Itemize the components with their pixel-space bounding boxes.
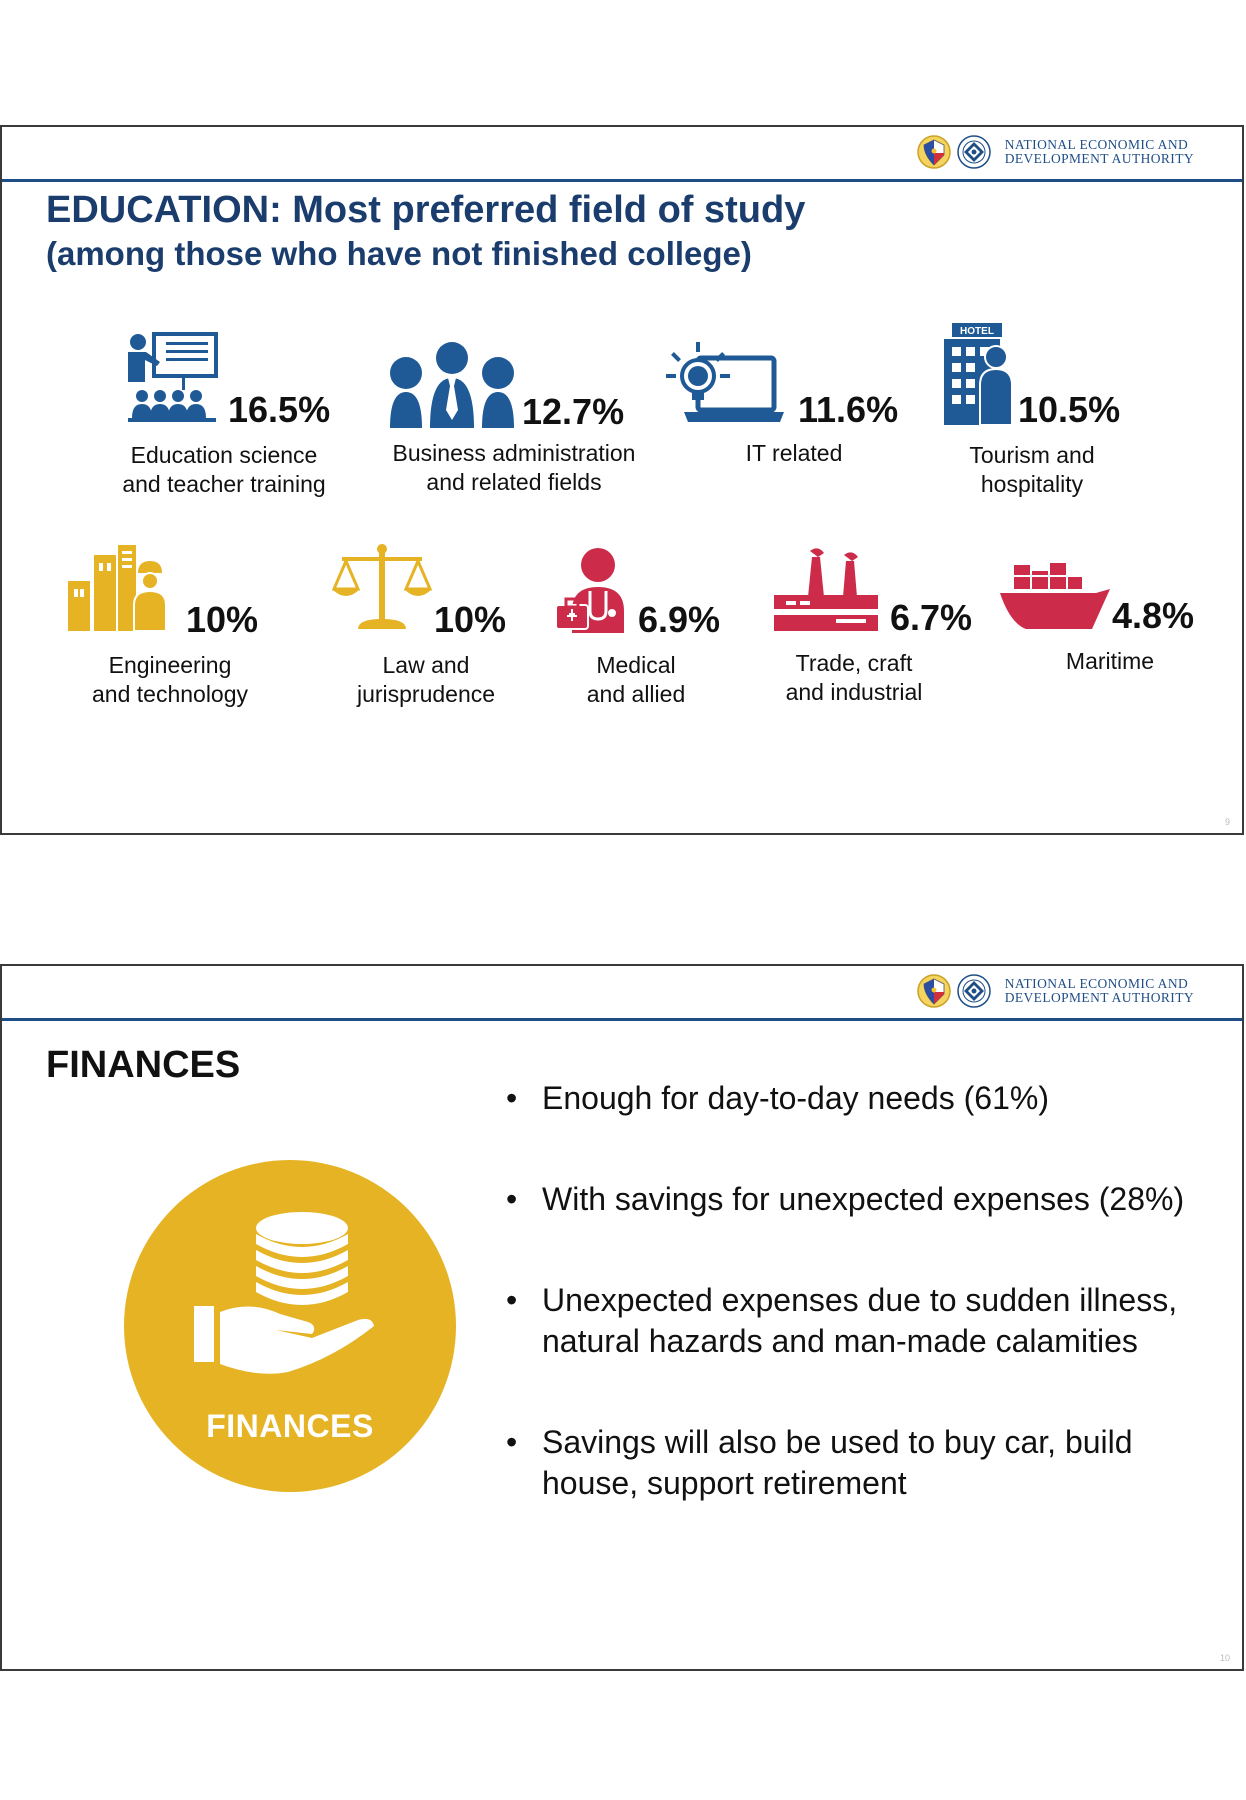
field-pct: 10% (434, 599, 507, 640)
field-label: Education science and teacher training (122, 441, 325, 499)
field-label-line: Tourism and (969, 442, 1095, 468)
laptop-lightbulb-icon (666, 342, 784, 422)
page-number: 9 (1224, 817, 1230, 827)
field-label: Engineering and technology (92, 651, 248, 709)
bullet-item: Enough for day-to-day needs (61%) (502, 1078, 1202, 1119)
slide-finances: NATIONAL ECONOMIC AND DEVELOPMENT AUTHOR… (0, 964, 1244, 1671)
circle-label: FINANCES (206, 1408, 374, 1444)
field-label-line: and technology (91, 681, 249, 707)
bullet-item: Savings will also be used to buy car, bu… (502, 1422, 1202, 1504)
page-number: 10 (1219, 1653, 1230, 1663)
field-pct: 12.7% (522, 391, 625, 432)
business-people-icon (390, 342, 514, 428)
teacher-icon (128, 332, 218, 422)
field-label-line: Engineering (108, 652, 232, 678)
hotel-icon: HOTEL (944, 323, 1013, 426)
field-label-line: Business administration (392, 440, 636, 466)
field-label-line: and teacher training (122, 471, 326, 497)
org-name: NATIONAL ECONOMIC AND DEVELOPMENT AUTHOR… (1005, 977, 1194, 1005)
neda-logo: NATIONAL ECONOMIC AND DEVELOPMENT AUTHOR… (916, 974, 1194, 1008)
field-pct: 10.5% (1018, 389, 1121, 430)
field-label: Maritime (1066, 647, 1154, 676)
field-pct: 4.8% (1112, 595, 1195, 636)
slide-title: EDUCATION: Most preferred field of study (46, 189, 806, 231)
field-label-line: Maritime (1065, 648, 1155, 674)
engineer-icon (68, 545, 166, 632)
field-label: Business administration and related fiel… (393, 439, 636, 497)
factory-icon (772, 548, 882, 631)
field-label: Law and jurisprudence (357, 651, 495, 709)
field-label-line: IT related (745, 440, 843, 466)
ph-seal-icon (916, 974, 951, 1008)
coins-hand-icon (194, 1212, 374, 1374)
finances-circle: FINANCES (124, 1160, 456, 1492)
field-pct: 11.6% (798, 389, 899, 430)
ship-icon (1000, 563, 1110, 629)
field-label-line: Law and (382, 652, 470, 678)
slide-subtitle: (among those who have not finished colle… (46, 235, 752, 272)
hotel-sign-text: HOTEL (960, 326, 994, 337)
ph-seal-icon (916, 135, 951, 169)
bullet-list: Enough for day-to-day needs (61%) With s… (502, 1078, 1202, 1504)
slide-title: FINANCES (46, 1044, 241, 1086)
org-line-2: DEVELOPMENT AUTHORITY (1004, 990, 1194, 1005)
field-pct: 10% (186, 599, 259, 640)
field-pct: 6.7% (890, 597, 973, 638)
field-label-line: and allied (586, 681, 686, 707)
field-label-line: and related fields (426, 469, 602, 495)
field-label: Medical and allied (587, 651, 685, 709)
org-line-1: NATIONAL ECONOMIC AND (1004, 976, 1189, 991)
neda-seal-icon (956, 135, 991, 169)
field-label: Trade, craft and industrial (786, 649, 923, 707)
slide-education: NATIONAL ECONOMIC AND DEVELOPMENT AUTHOR… (0, 125, 1244, 835)
field-label: Tourism and hospitality (969, 441, 1094, 499)
doctor-icon (555, 548, 624, 633)
org-line-1: NATIONAL ECONOMIC AND (1004, 137, 1189, 152)
header-rule (2, 1018, 1242, 1021)
field-label-line: Medical (596, 652, 676, 678)
bullet-item: With savings for unexpected expenses (28… (502, 1179, 1202, 1220)
field-label-line: and industrial (785, 679, 923, 705)
scales-icon (332, 544, 432, 629)
field-label-line: Trade, craft (795, 650, 913, 676)
org-line-2: DEVELOPMENT AUTHORITY (1004, 151, 1194, 166)
bullet-item: Unexpected expenses due to sudden illnes… (502, 1280, 1202, 1362)
field-label-line: jurisprudence (356, 681, 496, 707)
neda-seal-icon (956, 974, 991, 1008)
header-rule (2, 179, 1242, 182)
field-pct: 16.5% (228, 389, 331, 430)
neda-logo: NATIONAL ECONOMIC AND DEVELOPMENT AUTHOR… (916, 135, 1194, 169)
org-name: NATIONAL ECONOMIC AND DEVELOPMENT AUTHOR… (1005, 138, 1194, 166)
field-label: IT related (746, 439, 843, 468)
field-label-line: Education science (130, 442, 318, 468)
field-label-line: hospitality (980, 471, 1084, 497)
field-pct: 6.9% (638, 599, 721, 640)
